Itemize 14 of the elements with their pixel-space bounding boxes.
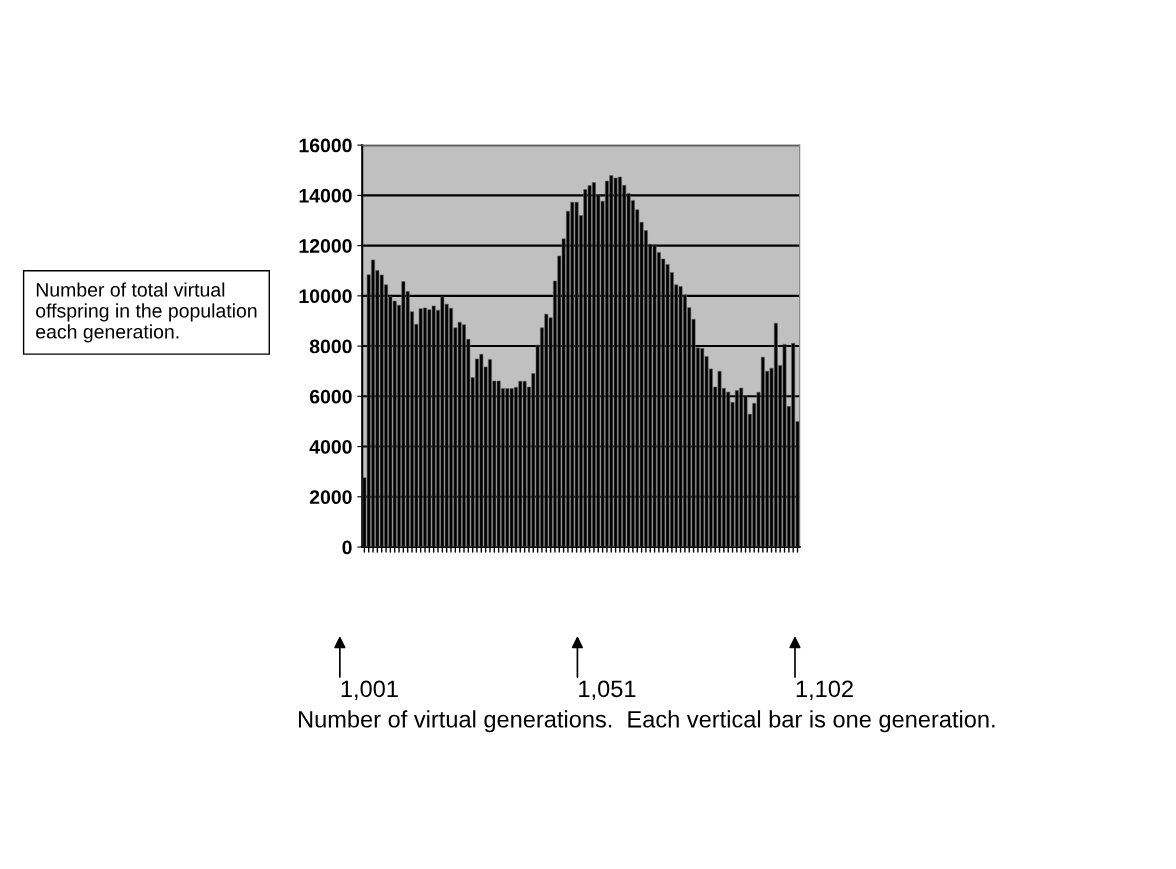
y-tick-label: 12000 xyxy=(299,239,352,253)
text: 1,102 xyxy=(796,680,853,700)
text: 1,001 xyxy=(341,680,398,700)
y-tick-label: 14000 xyxy=(299,188,352,203)
text: 1,051 xyxy=(579,680,636,700)
y-axis-title: Number of total virtual offspring in the population each generation. xyxy=(36,282,257,343)
y-tick-label: 6000 xyxy=(309,389,352,404)
y-tick-label: 10000 xyxy=(299,289,352,304)
y-tick-label: 16000 xyxy=(299,138,352,153)
y-tick-label: 2000 xyxy=(309,490,352,505)
text: Number of virtual generations. Each vertical bar is one generation. xyxy=(299,710,995,733)
y-tick-label: 4000 xyxy=(309,440,352,454)
y-tick-label: 0 xyxy=(342,540,352,555)
y-tick-label: 8000 xyxy=(309,339,352,354)
